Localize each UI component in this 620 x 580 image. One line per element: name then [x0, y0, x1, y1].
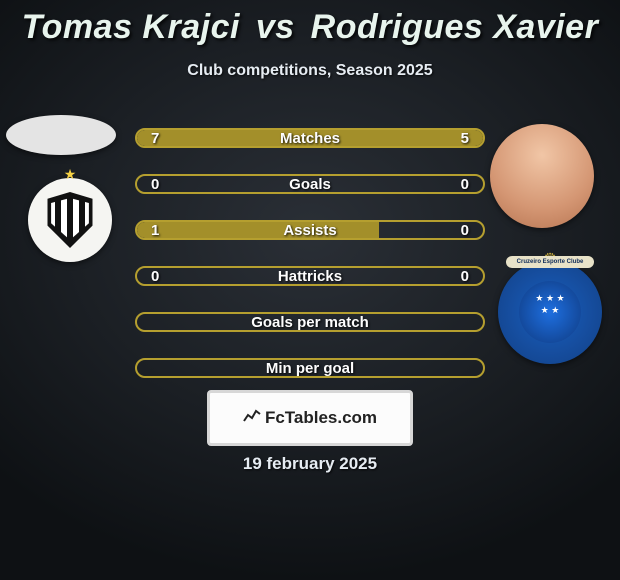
branding-text: FcTables.com: [265, 408, 377, 428]
player1-avatar: [6, 115, 116, 155]
stat-row-goals-per-match: Goals per match: [135, 312, 485, 332]
date-text: 19 february 2025: [0, 454, 620, 474]
branding-box: FcTables.com: [207, 390, 413, 446]
stat-label: Assists: [137, 222, 483, 239]
stat-row-goals: 00Goals: [135, 174, 485, 194]
subtitle: Club competitions, Season 2025: [0, 62, 620, 80]
stat-row-assists: 10Assists: [135, 220, 485, 240]
stat-row-matches: 75Matches: [135, 128, 485, 148]
stat-label: Goals: [137, 176, 483, 193]
stat-label: Hattricks: [137, 268, 483, 285]
star-icon: ★: [64, 166, 77, 183]
club2-crest: ♛ Cruzeiro Esporte Clube: [498, 260, 602, 364]
club1-crest: ★: [28, 178, 112, 262]
shield-icon: [45, 192, 95, 248]
page-title: Tomas Krajci vs Rodrigues Xavier: [0, 8, 620, 47]
chart-icon: [243, 409, 261, 428]
club2-inner: [519, 281, 581, 343]
stat-row-min-per-goal: Min per goal: [135, 358, 485, 378]
player2-name: Rodrigues Xavier: [311, 8, 599, 46]
player1-name: Tomas Krajci: [22, 8, 240, 46]
stat-label: Matches: [137, 130, 483, 147]
stat-label: Goals per match: [137, 314, 483, 331]
stats-section: 75Matches 00Goals 10Assists 00Hattricks Goal…: [135, 128, 485, 378]
player2-avatar: [490, 124, 594, 228]
club2-ribbon: Cruzeiro Esporte Clube: [506, 256, 594, 268]
stat-row-hattricks: 00Hattricks: [135, 266, 485, 286]
vs-text: vs: [256, 8, 295, 46]
stat-label: Min per goal: [137, 360, 483, 377]
